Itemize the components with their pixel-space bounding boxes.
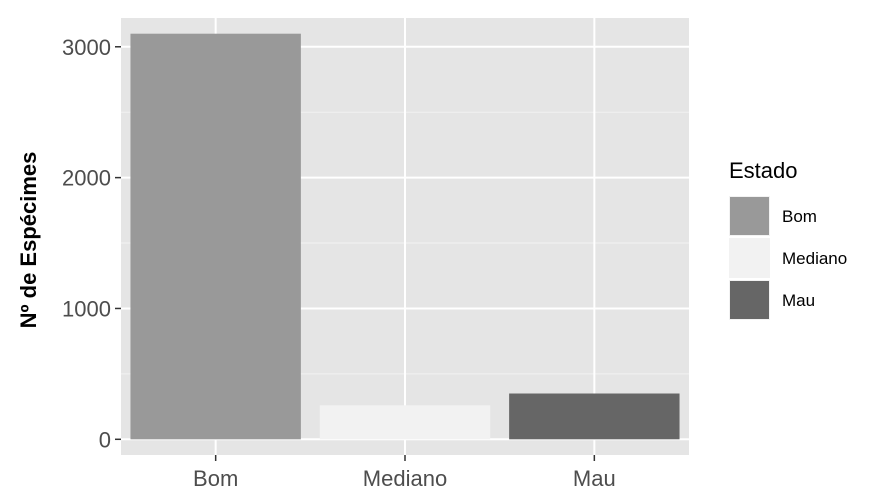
bar-mau (509, 393, 680, 440)
legend-label: Mediano (782, 249, 847, 268)
legend-label: Mau (782, 291, 815, 310)
y-tick-label: 3000 (62, 35, 111, 60)
x-tick-label: Bom (193, 466, 238, 491)
legend-swatch-mau (730, 281, 769, 319)
y-tick-label: 2000 (62, 166, 111, 191)
y-axis: 0 1000 2000 3000 (62, 35, 121, 452)
y-axis-title: Nº de Espécimes (16, 152, 41, 329)
bar-mediano (319, 405, 491, 440)
bars (130, 33, 680, 440)
x-tick-label: Mediano (363, 466, 447, 491)
legend-label: Bom (782, 207, 817, 226)
y-tick-label: 1000 (62, 296, 111, 321)
legend-title: Estado (729, 158, 798, 183)
legend: Estado Bom Mediano Mau (729, 158, 847, 320)
bar-bom (130, 33, 301, 440)
x-tick-label: Mau (573, 466, 616, 491)
y-tick-label: 0 (99, 427, 111, 452)
legend-swatch-mediano (730, 239, 769, 277)
x-axis: Bom Mediano Mau (193, 455, 616, 491)
legend-swatch-bom (730, 197, 769, 235)
